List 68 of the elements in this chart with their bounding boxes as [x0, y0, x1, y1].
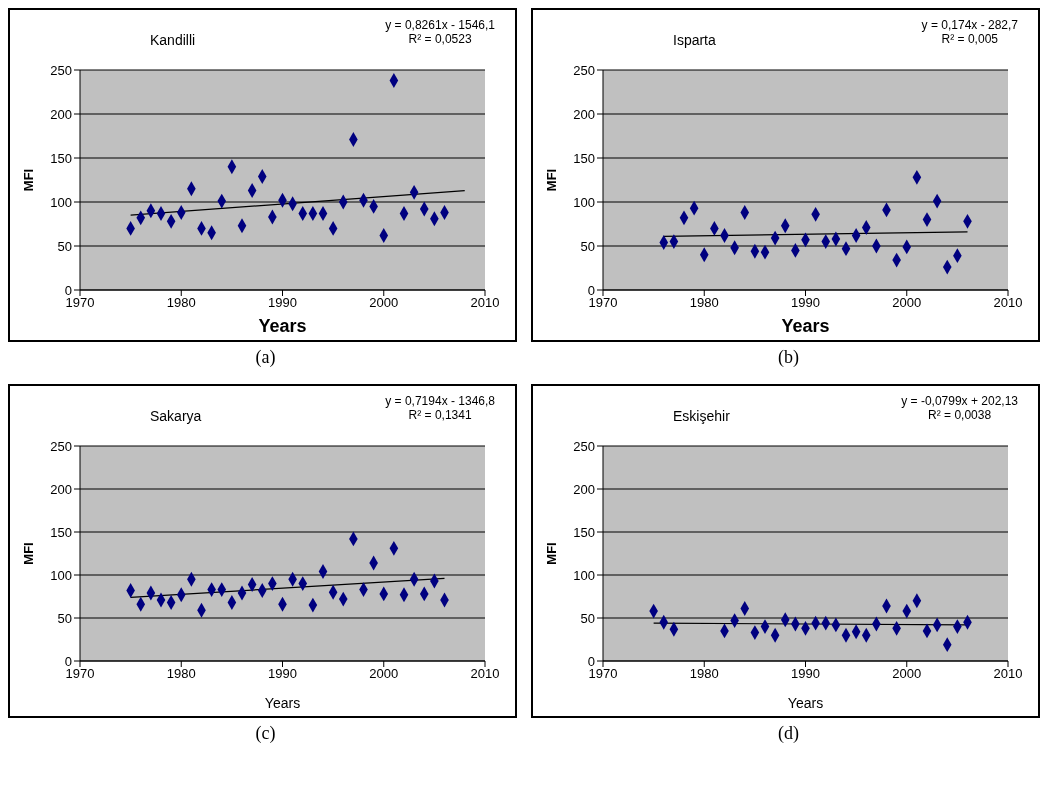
- x-axis-title: Years: [264, 695, 301, 711]
- y-tick-label: 50: [57, 610, 72, 626]
- x-tick-label: 2000: [369, 295, 399, 311]
- x-tick-label: 1990: [268, 666, 297, 682]
- y-tick-label: 200: [573, 106, 595, 122]
- x-tick-label: 2010: [993, 666, 1023, 682]
- x-tick-label: 2000: [369, 666, 399, 682]
- y-tick-label: 0: [587, 282, 595, 298]
- y-tick-label: 200: [50, 106, 72, 122]
- x-tick-label: 2000: [892, 295, 922, 311]
- text: R² = 0,0038: [927, 408, 993, 422]
- y-tick-label: 100: [573, 194, 595, 210]
- text: (d): [777, 722, 800, 745]
- text: (c): [254, 722, 277, 745]
- text: y = 0,174x - 282,7: [921, 18, 1018, 32]
- x-tick-label: 1980: [689, 666, 719, 682]
- x-tick-label: 1990: [791, 666, 820, 682]
- y-axis-title: MFI: [543, 542, 559, 565]
- x-tick-label: 1970: [65, 666, 95, 682]
- y-tick-label: 50: [580, 610, 595, 626]
- text: (a): [254, 346, 277, 369]
- x-tick-label: 1990: [268, 295, 297, 311]
- text: y = 0,8261x - 1546,1: [385, 18, 495, 32]
- x-tick-label: 1980: [166, 295, 196, 311]
- y-tick-label: 100: [50, 567, 72, 583]
- y-tick-label: 0: [64, 653, 72, 669]
- y-tick-label: 200: [573, 481, 595, 497]
- x-tick-label: 1980: [689, 295, 719, 311]
- x-tick-label: 2000: [892, 666, 922, 682]
- x-tick-label: 1970: [588, 295, 618, 311]
- y-axis-title: MFI: [20, 168, 36, 192]
- x-axis-title: Years: [781, 316, 830, 336]
- y-tick-label: 0: [64, 282, 72, 298]
- y-tick-label: 250: [50, 62, 72, 78]
- text: y = -0,0799x + 202,13: [901, 394, 1018, 408]
- y-tick-label: 250: [50, 438, 72, 454]
- text: (b): [777, 346, 800, 369]
- x-tick-label: 2010: [993, 295, 1023, 311]
- y-tick-label: 50: [57, 238, 72, 254]
- chart-title: Eskişehir: [673, 408, 730, 424]
- y-tick-label: 100: [573, 567, 595, 583]
- text: R² = 0,0523: [407, 32, 473, 46]
- y-tick-label: 150: [573, 524, 595, 540]
- text: R² = 0,1341: [407, 408, 473, 422]
- x-tick-label: 2010: [470, 666, 500, 682]
- x-tick-label: 1970: [588, 666, 618, 682]
- chart-title: Isparta: [673, 32, 716, 48]
- x-tick-label: 1970: [65, 295, 95, 311]
- y-tick-label: 250: [573, 438, 595, 454]
- x-axis-title: Years: [258, 316, 307, 336]
- y-tick-label: 200: [50, 481, 72, 497]
- y-tick-label: 50: [580, 238, 595, 254]
- chart-title: Kandilli: [150, 32, 196, 48]
- chart-title: Sakarya: [150, 408, 202, 424]
- y-axis-title: MFI: [543, 168, 559, 192]
- x-axis-title: Years: [787, 695, 824, 711]
- y-tick-label: 250: [573, 62, 595, 78]
- y-tick-label: 100: [50, 194, 72, 210]
- y-axis-title: MFI: [20, 542, 36, 565]
- x-tick-label: 2010: [470, 295, 500, 311]
- text: R² = 0,005: [940, 32, 999, 46]
- x-tick-label: 1980: [166, 666, 196, 682]
- y-tick-label: 150: [50, 524, 72, 540]
- y-tick-label: 150: [50, 150, 72, 166]
- y-tick-label: 0: [587, 653, 595, 669]
- y-tick-label: 150: [573, 150, 595, 166]
- text: y = 0,7194x - 1346,8: [385, 394, 495, 408]
- x-tick-label: 1990: [791, 295, 820, 311]
